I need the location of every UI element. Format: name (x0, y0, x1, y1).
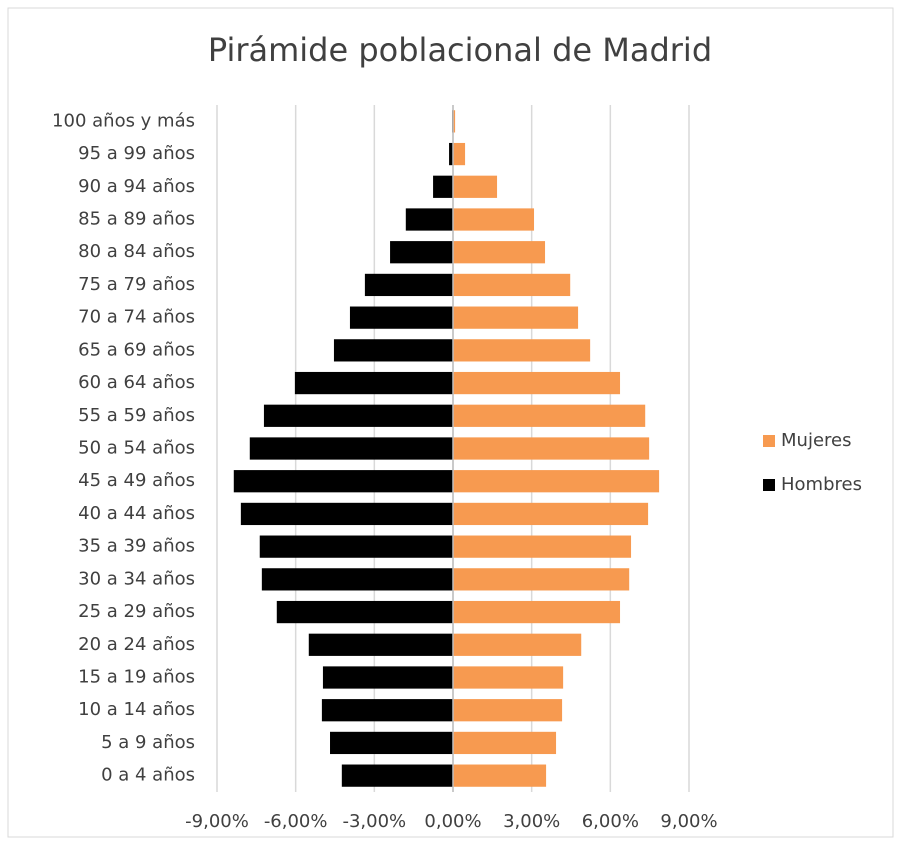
x-tick-label: -9,00% (185, 811, 249, 832)
bar (453, 568, 630, 591)
bar (453, 699, 563, 722)
y-tick-label: 0 a 4 años (101, 765, 195, 786)
y-tick-label: 5 a 9 años (101, 732, 195, 753)
bar (453, 273, 571, 297)
bar (453, 502, 649, 526)
bar (453, 306, 579, 329)
bar (453, 371, 621, 395)
bar (322, 666, 453, 689)
y-tick-label: 65 a 69 años (78, 339, 195, 360)
y-tick-label: 60 a 64 años (78, 372, 195, 393)
bar (449, 142, 453, 166)
bar (390, 241, 453, 264)
bar (453, 241, 546, 264)
bar (261, 568, 453, 591)
bar (453, 470, 660, 493)
bar (294, 371, 453, 395)
y-tick-label: 20 a 24 años (78, 634, 195, 655)
bar (433, 175, 453, 198)
y-tick-label: 10 a 14 años (78, 699, 195, 720)
bar (453, 404, 646, 427)
bar (308, 633, 453, 656)
x-tick-label: -6,00% (264, 811, 328, 832)
legend-label: Hombres (781, 474, 862, 495)
y-tick-label: 100 años y más (52, 110, 195, 131)
bar (453, 731, 557, 755)
y-tick-label: 30 a 34 años (78, 568, 195, 589)
y-tick-label: 80 a 84 años (78, 241, 195, 262)
y-tick-label: 35 a 39 años (78, 536, 195, 557)
bar (453, 535, 632, 558)
x-tick-label: 6,00% (582, 811, 639, 832)
bar (259, 535, 453, 558)
y-tick-label: 45 a 49 años (78, 470, 195, 491)
bar (453, 600, 621, 624)
bar (233, 470, 453, 493)
y-tick-label: 90 a 94 años (78, 176, 195, 197)
bar (453, 110, 456, 133)
y-tick-label: 95 a 99 años (78, 143, 195, 164)
bar (453, 633, 582, 656)
bar (453, 208, 535, 231)
y-tick-label: 75 a 79 años (78, 274, 195, 295)
bar (453, 339, 591, 362)
x-tick-label: 3,00% (503, 811, 560, 832)
bar (263, 404, 453, 427)
y-tick-label: 50 a 54 años (78, 438, 195, 459)
legend-label: Mujeres (781, 430, 851, 451)
y-tick-label: 55 a 59 años (78, 405, 195, 426)
bar (341, 764, 453, 787)
bar (240, 502, 453, 526)
y-tick-label: 70 a 74 años (78, 307, 195, 328)
bar (321, 699, 453, 722)
bar (453, 764, 547, 787)
y-tick-label: 85 a 89 años (78, 209, 195, 230)
x-tick-label: 9,00% (660, 811, 717, 832)
x-tick-label: -3,00% (342, 811, 406, 832)
bar (453, 437, 650, 460)
bar (453, 175, 498, 198)
bar (349, 306, 453, 329)
bar (330, 731, 453, 755)
bar (405, 208, 453, 231)
y-tick-label: 25 a 29 años (78, 601, 195, 622)
bar (249, 437, 453, 460)
bar (333, 339, 453, 362)
y-tick-label: 15 a 19 años (78, 667, 195, 688)
bar (276, 600, 453, 624)
bar (453, 142, 466, 166)
legend-swatch (763, 435, 775, 447)
y-tick-label: 40 a 44 años (78, 503, 195, 524)
bar (364, 273, 453, 297)
legend-swatch (763, 479, 775, 491)
bar (453, 666, 564, 689)
x-tick-label: 0,00% (424, 811, 481, 832)
chart-title: Pirámide poblacional de Madrid (208, 31, 712, 69)
